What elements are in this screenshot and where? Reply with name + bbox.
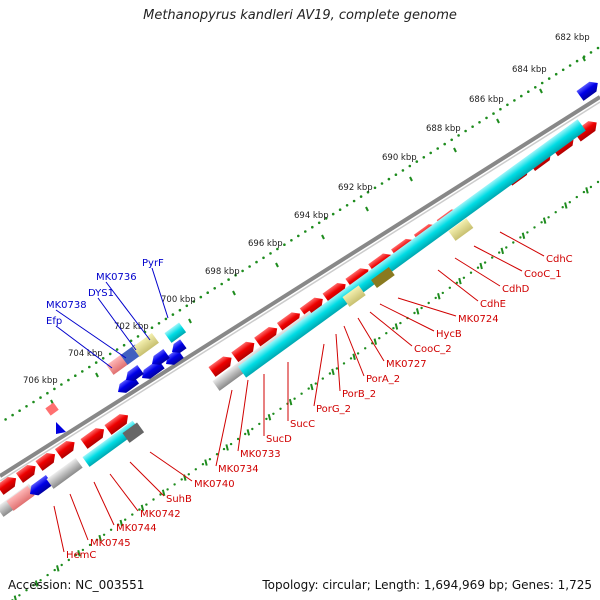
- gene-label-forward: MK0744: [116, 523, 157, 534]
- gene-label-reverse: Efp: [46, 316, 62, 327]
- reverse-gene-block: [152, 348, 170, 365]
- scale-tick-label: 684 kbp: [512, 65, 547, 75]
- pink-feature-block: [6, 485, 35, 511]
- gene-label-forward: MK0733: [240, 449, 281, 460]
- tan-feature-block: [342, 285, 366, 307]
- scale-tick-label: 682 kbp: [555, 33, 590, 43]
- gene-label-forward: MK0727: [386, 359, 427, 370]
- scale-tick-label: 688 kbp: [426, 124, 461, 134]
- gene-label-forward: MK0745: [90, 538, 131, 549]
- gene-label-forward: PorB_2: [342, 389, 376, 400]
- cyan-feature-block: [164, 322, 187, 343]
- features-layer: [0, 81, 598, 517]
- forward-gene-block: [0, 476, 17, 495]
- reverse-gene-block: [126, 364, 144, 381]
- gene-label-forward: CooC_1: [524, 269, 562, 280]
- gene-label-forward: HycB: [436, 329, 462, 340]
- scale-tick-label: 696 kbp: [248, 239, 283, 249]
- gene-label-forward: CooC_2: [414, 344, 452, 355]
- scale-tick-label: 706 kbp: [23, 376, 58, 386]
- gene-label-forward: SucD: [266, 434, 292, 445]
- scale-tick-label: 698 kbp: [205, 267, 240, 277]
- gene-label-reverse: DYS1: [88, 288, 114, 299]
- scale-tick-label: 702 kbp: [114, 322, 149, 332]
- scale-tick-label: 700 kbp: [161, 295, 196, 305]
- map-title: Methanopyrus kandleri AV19, complete gen…: [143, 8, 457, 23]
- forward-gene-block: [276, 312, 301, 333]
- pink-feature-block: [106, 354, 129, 375]
- backbone-layer: [0, 95, 600, 482]
- scale-layer: 682 kbp 684 kbp 686 kbp 688 kbp 690 kbp 692 k…: [4, 33, 600, 600]
- cyan-feature-block: [237, 119, 586, 378]
- scale-tick-label: 686 kbp: [469, 95, 504, 105]
- grey-feature-block: [46, 457, 83, 489]
- forward-gene-block: [104, 414, 129, 435]
- reverse-gene-marker: [56, 422, 66, 434]
- gene-label-forward: CdhD: [502, 284, 530, 295]
- gene-label-forward: PorG_2: [316, 404, 351, 415]
- scale-tick-label: 694 kbp: [294, 211, 329, 221]
- tan-feature-block: [448, 218, 474, 241]
- gene-label-forward: CdhC: [546, 254, 573, 265]
- labels-layer: CdhC CooC_1 CdhD CdhE MK0724 HycB CooC_2 MK0727…: [46, 231, 573, 561]
- scale-tick-label: 692 kbp: [338, 183, 373, 193]
- reverse-gene-block: [576, 81, 598, 101]
- gene-label-forward: CdhE: [480, 299, 506, 310]
- forward-gene-block: [15, 464, 36, 483]
- scale-tick-label: 690 kbp: [382, 153, 417, 163]
- pink-feature-block: [45, 402, 59, 416]
- olive-feature-block: [371, 267, 395, 289]
- gene-label-forward: MK0742: [140, 509, 181, 520]
- forward-gene-block: [54, 440, 75, 459]
- gene-label-forward: SucC: [290, 419, 315, 430]
- tan-feature-block: [132, 333, 159, 357]
- forward-gene-block: [231, 341, 255, 363]
- scale-tick-label: 704 kbp: [68, 349, 103, 359]
- gene-label-forward: PorA_2: [366, 374, 400, 385]
- forward-gene-block: [299, 297, 323, 319]
- gene-label-forward: MK0740: [194, 479, 235, 490]
- reverse-gene-block: [172, 339, 187, 353]
- accession-label: Accession: NC_003551: [8, 578, 145, 592]
- gene-label-forward: SuhB: [166, 494, 192, 505]
- forward-gene-block: [345, 268, 369, 289]
- gene-label-forward: MK0734: [218, 464, 259, 475]
- genome-summary: Topology: circular; Length: 1,694,969 bp…: [262, 578, 592, 592]
- reverse-gene-block: [166, 348, 184, 365]
- forward-gene-block: [35, 452, 56, 471]
- gene-label-reverse: MK0736: [96, 272, 137, 283]
- forward-gene-block: [322, 282, 346, 304]
- gene-label-forward: HemC: [66, 550, 96, 561]
- forward-gene-block: [573, 121, 597, 142]
- gene-label-reverse: PyrF: [142, 258, 164, 269]
- gene-label-forward: MK0724: [458, 314, 499, 325]
- gene-label-reverse: MK0738: [46, 300, 87, 311]
- forward-gene-block: [80, 428, 105, 449]
- grey-feature-block: [122, 422, 145, 443]
- forward-gene-block: [208, 356, 232, 377]
- forward-gene-block: [254, 327, 278, 348]
